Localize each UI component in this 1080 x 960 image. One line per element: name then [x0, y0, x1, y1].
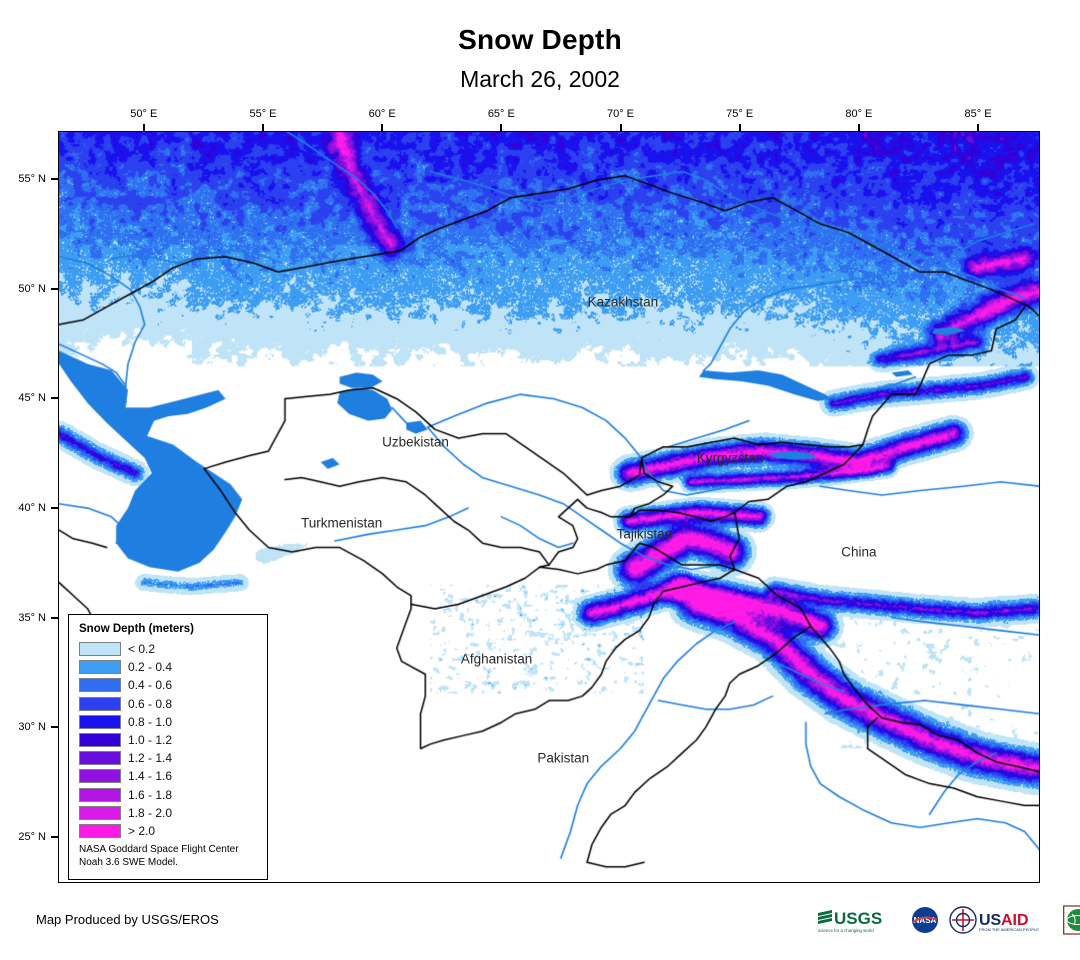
legend-row: 0.8 - 1.0	[77, 713, 259, 731]
legend-swatch	[79, 733, 121, 748]
legend-swatch	[79, 678, 121, 693]
legend-label: 0.4 - 0.6	[128, 678, 173, 693]
legend-swatch	[79, 787, 121, 802]
svg-text:USGS: USGS	[834, 909, 882, 928]
legend-source-line-1: NASA Goddard Space Flight Center	[79, 844, 239, 856]
lat-tick-label-55: 55° N	[18, 173, 46, 186]
svg-text:science for a changing world: science for a changing world	[818, 928, 874, 933]
page-subtitle: March 26, 2002	[460, 66, 620, 92]
legend-title: Snow Depth (meters)	[79, 623, 195, 635]
lat-tick-mark-30	[51, 726, 58, 729]
lat-tick-mark-40	[51, 507, 58, 510]
legend-swatch	[79, 696, 121, 711]
legend-label: 0.8 - 1.0	[128, 714, 173, 729]
lon-tick-mark-55	[261, 124, 264, 131]
legend-source-line-2: Noah 3.6 SWE Model.	[79, 856, 178, 868]
lon-tick-label-50: 50° E	[130, 108, 158, 120]
lat-tick-mark-25	[51, 835, 58, 838]
lat-tick-label-25: 25° N	[18, 830, 46, 843]
country-label-kazakhstan: Kazakhstan	[587, 294, 659, 310]
lat-tick-label-50: 50° N	[18, 282, 46, 295]
lat-tick-mark-50	[51, 287, 58, 290]
legend-label: 0.6 - 0.8	[128, 696, 173, 711]
legend-label: < 0.2	[128, 642, 156, 657]
legend-row: < 0.2	[77, 640, 259, 658]
lat-tick-mark-55	[51, 178, 58, 181]
legend-label: 1.8 - 2.0	[128, 805, 173, 820]
lon-tick-mark-65	[500, 124, 503, 131]
lon-tick-mark-75	[738, 124, 741, 131]
legend-row: 1.6 - 1.8	[77, 786, 259, 804]
legend-label: 1.4 - 1.6	[128, 769, 173, 784]
usgs-logo: USGS science for a changing world	[816, 905, 902, 935]
lat-tick-label-30: 30° N	[18, 721, 46, 734]
page-title: Snow Depth	[458, 24, 622, 55]
legend-label: > 2.0	[128, 823, 156, 838]
svg-text:US: US	[979, 912, 1002, 929]
lat-tick-label-35: 35° N	[18, 611, 46, 624]
legend-swatch	[79, 714, 121, 729]
lon-tick-label-75: 75° E	[726, 108, 754, 120]
legend-swatch	[79, 660, 121, 675]
fewsnet-logo: FEWS NET FAMINE EARLY WARNING SYSTEMS NE…	[1063, 905, 1080, 935]
nasa-logo: NASA	[909, 905, 941, 935]
lon-tick-mark-70	[619, 124, 622, 131]
lat-tick-mark-35	[51, 616, 58, 619]
legend-row: 1.2 - 1.4	[77, 749, 259, 767]
legend-label: 0.2 - 0.4	[128, 660, 173, 675]
country-label-kyrgyzstan: Kyrgyzstan	[696, 450, 764, 466]
legend-swatch	[79, 805, 121, 820]
legend-label: 1.2 - 1.4	[128, 751, 173, 766]
lon-tick-label-60: 60° E	[368, 108, 396, 120]
legend-source: NASA Goddard Space Flight Center Noah 3.…	[79, 844, 259, 869]
svg-text:FROM THE AMERICAN PEOPLE: FROM THE AMERICAN PEOPLE	[979, 927, 1039, 932]
country-label-afghanistan: Afghanistan	[460, 651, 533, 667]
country-label-pakistan: Pakistan	[537, 750, 590, 766]
legend-row: 0.2 - 0.4	[77, 658, 259, 676]
country-label-turkmenistan: Turkmenistan	[300, 515, 383, 531]
svg-text:NASA: NASA	[914, 916, 937, 925]
lon-tick-label-70: 70° E	[606, 108, 635, 120]
country-label-china: China	[841, 544, 877, 560]
lat-tick-label-45: 45° N	[18, 392, 46, 405]
legend-label: 1.0 - 1.2	[128, 733, 173, 748]
legend-class-list: < 0.2 0.2 - 0.4 0.4 - 0.6 0.6 - 0.8 0.8 - 1.…	[77, 640, 259, 840]
legend-swatch	[79, 751, 121, 766]
legend-swatch	[79, 769, 121, 784]
lon-tick-mark-80	[857, 124, 860, 131]
lon-tick-label-85: 85° E	[964, 108, 992, 120]
lat-tick-label-40: 40° N	[18, 502, 46, 515]
legend-row: 1.8 - 2.0	[77, 804, 259, 822]
lon-tick-label-65: 65° E	[487, 108, 515, 120]
lon-tick-label-55: 55° E	[249, 108, 277, 120]
legend-row: > 2.0	[77, 822, 259, 840]
legend-panel: Snow Depth (meters) < 0.2 0.2 - 0.4 0.4 - …	[68, 614, 268, 880]
country-label-tajikistan: Tajikistan	[616, 526, 673, 542]
legend-row: 0.4 - 0.6	[77, 676, 259, 694]
legend-row: 1.0 - 1.2	[77, 731, 259, 749]
lat-tick-mark-45	[51, 397, 58, 400]
legend-swatch	[79, 823, 121, 838]
legend-row: 0.6 - 0.8	[77, 695, 259, 713]
map-credit: Map Produced by USGS/EROS	[36, 912, 219, 927]
legend-row: 1.4 - 1.6	[77, 767, 259, 785]
lon-tick-mark-85	[977, 124, 980, 131]
lon-tick-label-80: 80° E	[845, 108, 873, 120]
legend-swatch	[79, 642, 121, 657]
country-label-uzbekistan: Uzbekistan	[382, 434, 449, 450]
agency-logo-strip: USGS science for a changing world NASA U…	[816, 903, 1080, 937]
lon-tick-mark-60	[381, 124, 384, 131]
legend-label: 1.6 - 1.8	[128, 787, 173, 802]
svg-text:AID: AID	[1001, 912, 1029, 929]
usaid-logo: US AID FROM THE AMERICAN PEOPLE	[948, 905, 1056, 935]
lon-tick-mark-50	[142, 124, 145, 131]
